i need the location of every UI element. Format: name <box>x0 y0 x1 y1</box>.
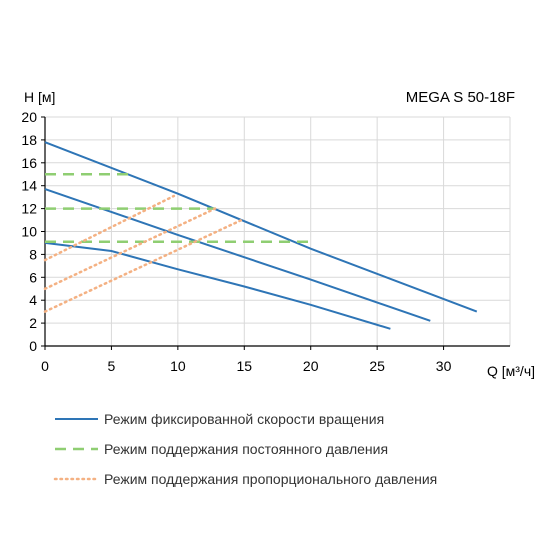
series-fixed-1 <box>44 188 431 322</box>
x-tick-label-5: 25 <box>369 358 385 374</box>
y-tick-label-2: 4 <box>29 292 37 308</box>
series-proportional-6 <box>43 194 176 262</box>
y-tick-label-3: 6 <box>29 269 37 285</box>
y-tick-label-9: 18 <box>21 132 37 148</box>
y-tick-label-4: 8 <box>29 246 37 262</box>
series-fixed-2 <box>44 241 391 330</box>
x-tick-label-6: 30 <box>436 358 452 374</box>
series-proportional-7 <box>43 207 217 291</box>
x-axis-label: Q [м³/ч] <box>487 363 535 379</box>
series-fixed-0 <box>44 141 478 313</box>
y-tick-label-10: 20 <box>21 109 37 125</box>
tick-labels: 0 2 4 6 8 10 12 14 16 18 20 0 5 10 15 20 25 30 <box>21 109 451 374</box>
x-tick-label-2: 10 <box>170 358 186 374</box>
y-tick-label-5: 10 <box>21 224 37 240</box>
y-tick-label-6: 12 <box>21 201 37 217</box>
legend-label-fixed: Режим фиксированной скорости вращения <box>104 411 384 427</box>
y-tick-label-7: 14 <box>21 178 37 194</box>
series-lines <box>43 141 478 330</box>
series-proportional-8 <box>43 218 243 313</box>
x-tick-label-4: 20 <box>303 358 319 374</box>
x-tick-label-0: 0 <box>41 358 49 374</box>
x-tick-label-3: 15 <box>236 358 252 374</box>
grid <box>45 116 511 346</box>
x-tick-label-1: 5 <box>108 358 116 374</box>
y-tick-label-1: 2 <box>29 315 37 331</box>
chart-title: MEGA S 50-18F <box>406 89 515 106</box>
y-tick-label-0: 0 <box>29 338 37 354</box>
legend: Режим фиксированной скорости вращения Реж… <box>53 411 437 487</box>
legend-label-proportional: Режим поддержания пропорционального давл… <box>104 471 437 487</box>
y-axis-label: H [м] <box>24 89 55 105</box>
legend-label-constant: Режим поддержания постоянного давления <box>104 441 388 457</box>
axes <box>41 116 510 350</box>
y-tick-label-8: 16 <box>21 155 37 171</box>
